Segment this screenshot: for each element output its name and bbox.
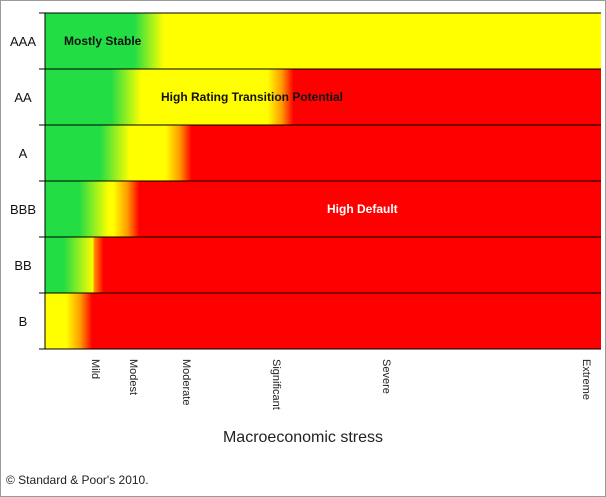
band-aa: [45, 69, 601, 125]
x-tick-label-mild: Mild: [89, 359, 101, 379]
copyright-note: © Standard & Poor's 2010.: [6, 473, 149, 487]
x-tick-label-significant: Significant: [270, 359, 282, 410]
x-tick-label-severe: Severe: [380, 359, 392, 394]
annotation-default: High Default: [327, 202, 398, 216]
row-label-aaa: AAA: [10, 34, 36, 49]
band-a: [45, 125, 601, 181]
band-b: [45, 293, 601, 349]
band-aaa: [45, 13, 601, 69]
band-bbb: [45, 181, 601, 237]
row-label-aa: AA: [14, 90, 32, 105]
x-axis-label: Macroeconomic stress: [222, 429, 384, 446]
row-label-a: A: [19, 146, 28, 161]
row-label-bb: BB: [14, 258, 31, 273]
row-label-b: B: [19, 314, 28, 329]
x-tick-label-extreme: Extreme: [580, 359, 592, 400]
x-tick-label-modest: Modest: [127, 359, 139, 395]
x-tick-label-moderate: Moderate: [180, 359, 192, 405]
row-label-bbb: BBB: [10, 202, 36, 217]
annotation-transition: High Rating Transition Potential: [161, 90, 343, 104]
annotation-stable: Mostly Stable: [64, 34, 142, 48]
band-bb: [45, 237, 601, 293]
